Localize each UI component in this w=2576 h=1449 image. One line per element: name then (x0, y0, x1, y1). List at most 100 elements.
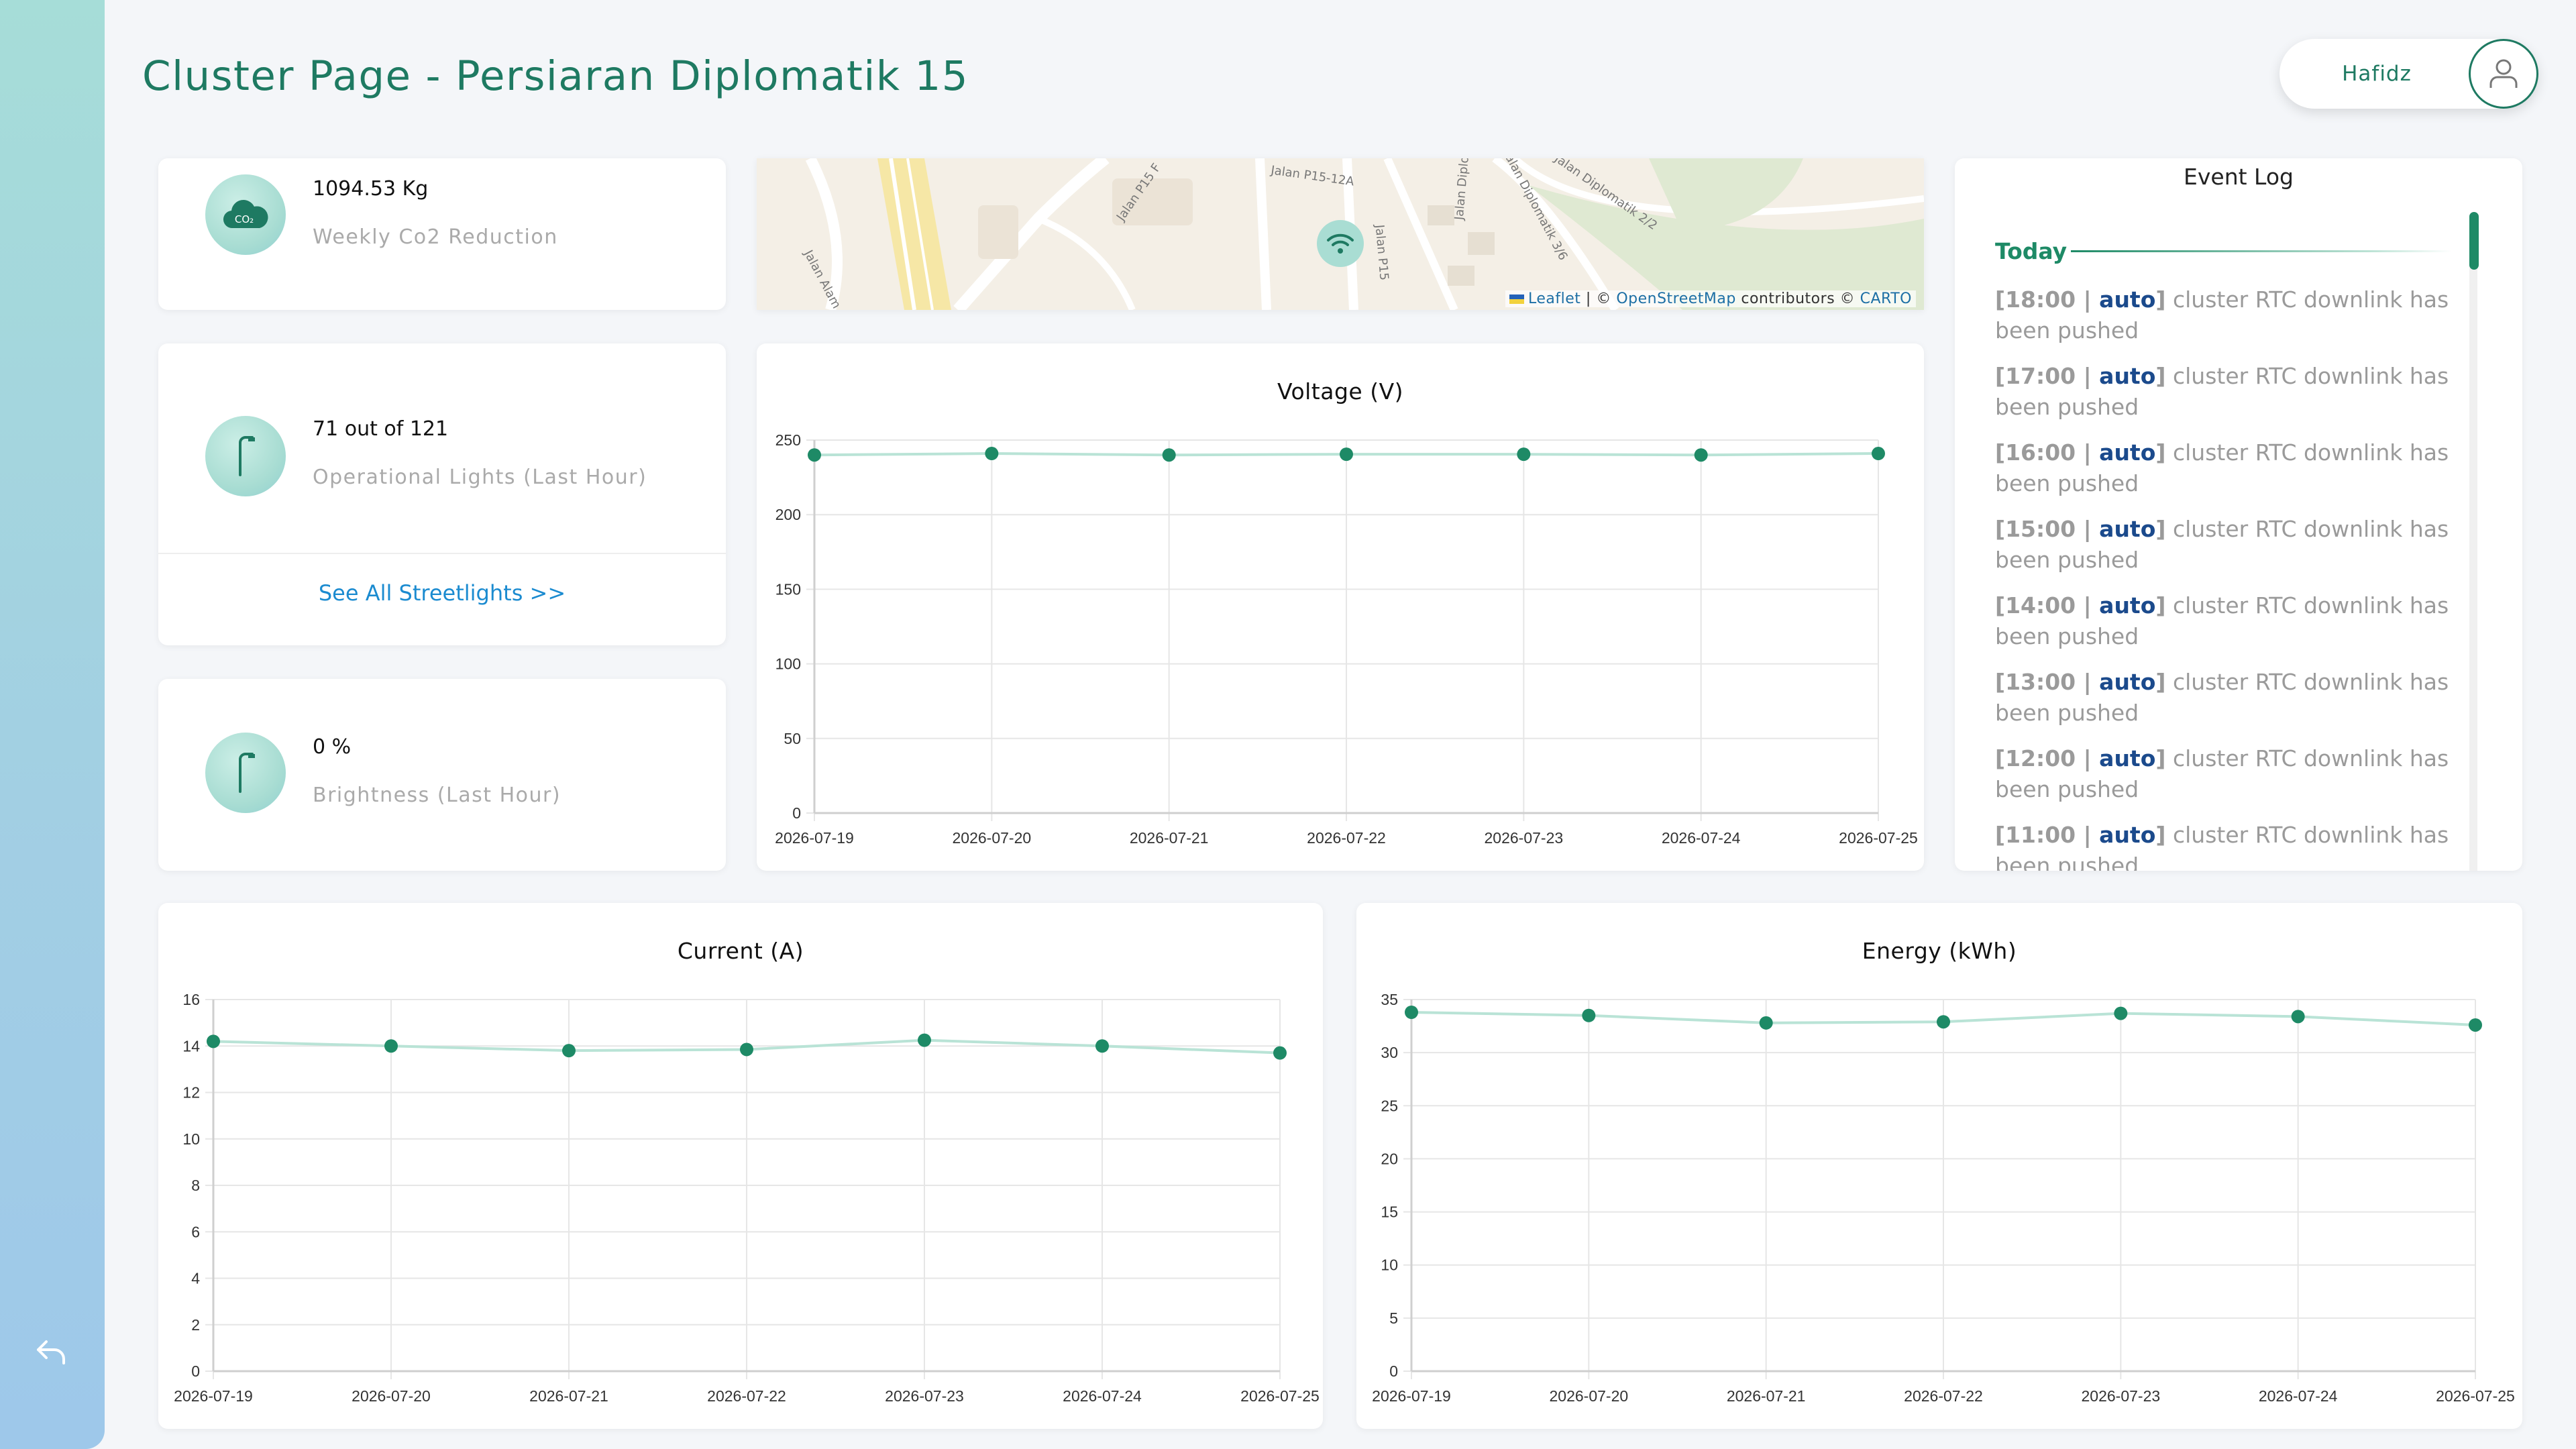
data-point[interactable] (985, 447, 999, 461)
y-tick-label: 50 (784, 730, 801, 747)
x-tick-label: 2026-07-25 (1240, 1387, 1320, 1405)
operational-lights-card: 71 out of 121 Operational Lights (Last H… (158, 343, 726, 645)
event-source: auto (2099, 745, 2156, 771)
event-time: 17:00 (2005, 363, 2076, 389)
x-tick-label: 2026-07-21 (1727, 1387, 1806, 1405)
event-time: 11:00 (2005, 822, 2076, 848)
event-log-item: [14:00 | auto] cluster RTC downlink has … (1995, 592, 2449, 649)
y-tick-label: 20 (1381, 1150, 1398, 1167)
data-point[interactable] (384, 1039, 398, 1053)
data-point[interactable] (1273, 1046, 1287, 1060)
event-log-title: Event Log (2184, 164, 2294, 190)
y-tick-label: 10 (182, 1130, 200, 1148)
data-point[interactable] (2469, 1018, 2482, 1032)
y-tick-label: 0 (191, 1362, 200, 1380)
chart-title: Voltage (V) (1277, 378, 1404, 405)
co2-cloud-icon: CO₂ (223, 200, 268, 229)
lights-value: 71 out of 121 (313, 417, 449, 441)
y-tick-label: 10 (1381, 1256, 1398, 1274)
y-tick-label: 5 (1389, 1309, 1398, 1327)
leaflet-link[interactable]: Leaflet (1528, 290, 1581, 307)
x-tick-label: 2026-07-23 (885, 1387, 964, 1405)
data-point[interactable] (1872, 447, 1885, 461)
event-message: cluster RTC downlink has been pushed (1995, 439, 2449, 496)
current-chart-card: Current (A) 0 2 4 6 8 10 12 14 16 2026-07-19 2026-… (158, 903, 1323, 1429)
data-point[interactable] (1582, 1008, 1596, 1022)
event-log-scrollbar[interactable] (2469, 212, 2479, 270)
osm-link[interactable]: OpenStreetMap (1616, 290, 1736, 307)
event-message: cluster RTC downlink has been pushed (1995, 669, 2449, 726)
cluster-marker[interactable] (1317, 220, 1364, 267)
data-point[interactable] (918, 1033, 931, 1047)
data-point[interactable] (740, 1042, 753, 1057)
data-point[interactable] (562, 1044, 576, 1058)
y-tick-label: 4 (191, 1270, 200, 1287)
data-point[interactable] (1694, 448, 1708, 462)
attribution-contributors: contributors © (1735, 290, 1860, 307)
y-tick-label: 16 (182, 991, 200, 1008)
streetlight-icon (239, 436, 255, 476)
data-point[interactable] (808, 448, 821, 462)
x-tick-label: 2026-07-21 (529, 1387, 608, 1405)
data-point[interactable] (1405, 1005, 1418, 1019)
data-point[interactable] (1162, 448, 1176, 462)
streetlight-icon (239, 753, 255, 793)
y-tick-label: 2 (191, 1316, 200, 1334)
user-menu[interactable]: Hafidz (2279, 39, 2538, 109)
y-tick-label: 0 (1389, 1362, 1398, 1380)
event-time: 18:00 (2005, 286, 2076, 313)
data-point[interactable] (2114, 1006, 2128, 1020)
data-point[interactable] (1517, 447, 1531, 462)
brightness-card: 0 % Brightness (Last Hour) (158, 679, 726, 871)
card-divider (158, 553, 726, 554)
event-message: cluster RTC downlink has been pushed (1995, 592, 2449, 649)
avatar[interactable] (2469, 39, 2538, 109)
wifi-icon (1327, 233, 1354, 254)
event-time: 12:00 (2005, 745, 2076, 771)
data-point[interactable] (1937, 1015, 1950, 1029)
x-tick-label: 2026-07-19 (775, 829, 854, 847)
x-tick-label: 2026-07-19 (174, 1387, 253, 1405)
cluster-map[interactable]: Jalan P15-12A Jalan P15 F Jalan Diplor J… (757, 158, 1924, 310)
back-button[interactable] (31, 1335, 71, 1370)
y-tick-label: 100 (775, 655, 801, 673)
carto-link[interactable]: CARTO (1860, 290, 1912, 307)
data-point[interactable] (1095, 1039, 1109, 1053)
x-tick-label: 2026-07-20 (953, 829, 1032, 847)
x-tick-label: 2026-07-22 (707, 1387, 786, 1405)
event-log-item: [18:00 | auto] cluster RTC downlink has … (1995, 286, 2449, 343)
y-tick-label: 35 (1381, 991, 1398, 1008)
chart-title: Current (A) (677, 938, 804, 964)
event-message: cluster RTC downlink has been pushed (1995, 286, 2449, 343)
data-point[interactable] (1759, 1016, 1773, 1030)
data-point[interactable] (2291, 1010, 2305, 1024)
event-source: auto (2099, 592, 2156, 619)
voltage-chart-card: Voltage (V) 0 50 100 150 200 250 2026-07-19 202… (757, 343, 1924, 871)
y-tick-label: 15 (1381, 1203, 1398, 1221)
user-name: Hafidz (2342, 62, 2412, 86)
lights-icon-badge (205, 416, 286, 496)
event-log-item: [15:00 | auto] cluster RTC downlink has … (1995, 516, 2449, 573)
voltage-chart: 0 50 100 150 200 250 2026-07-19 2026-07-20 2026-… (775, 431, 1918, 847)
data-point[interactable] (1340, 447, 1353, 462)
event-time: 13:00 (2005, 669, 2076, 695)
event-log-scroll-track[interactable] (2469, 212, 2477, 871)
x-tick-label: 2026-07-24 (2259, 1387, 2338, 1405)
event-log-item: [17:00 | auto] cluster RTC downlink has … (1995, 363, 2449, 420)
co2-value: 1094.53 Kg (313, 177, 429, 201)
y-tick-label: 12 (182, 1084, 200, 1102)
y-tick-label: 14 (182, 1037, 200, 1055)
data-point[interactable] (207, 1034, 220, 1049)
x-tick-label: 2026-07-23 (1485, 829, 1564, 847)
brightness-label: Brightness (Last Hour) (313, 784, 561, 807)
event-message: cluster RTC downlink has been pushed (1995, 745, 2449, 802)
event-source: auto (2099, 822, 2156, 848)
see-all-streetlights-link[interactable]: See All Streetlights >> (318, 580, 566, 606)
event-log-item: [13:00 | auto] cluster RTC downlink has … (1995, 669, 2449, 726)
current-chart: 0 2 4 6 8 10 12 14 16 2026-07-19 2026-07-20 2026-07… (174, 991, 1320, 1405)
brightness-icon-badge (205, 733, 286, 813)
event-group-label: Today (1995, 237, 2068, 264)
map-attribution: Leaflet | © OpenStreetMap contributors ©… (1505, 290, 1916, 307)
event-message: cluster RTC downlink has been pushed (1995, 822, 2449, 871)
event-source: auto (2099, 516, 2156, 542)
